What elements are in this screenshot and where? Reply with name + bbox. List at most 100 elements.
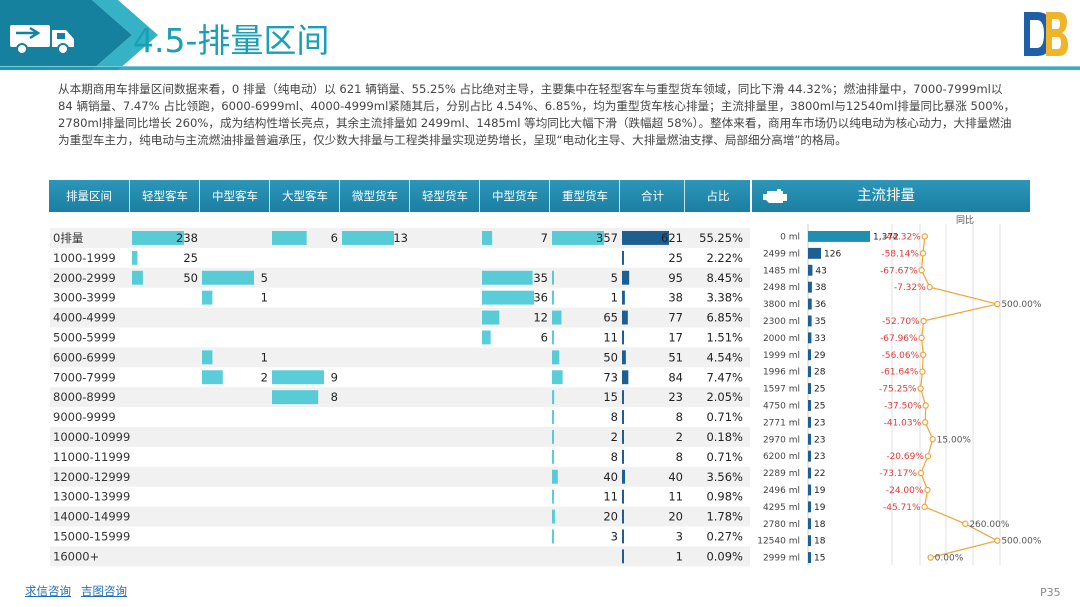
- category-label: 2780 ml: [763, 520, 800, 530]
- table-value: 8: [676, 410, 683, 424]
- share-value: 6.85%: [706, 311, 743, 325]
- yoy-point: [920, 317, 927, 325]
- footer-link-jitu[interactable]: 吉图咨询: [81, 584, 127, 598]
- share-value: 0.98%: [706, 490, 743, 504]
- share-value: 0.09%: [706, 549, 743, 563]
- volume-label: 36: [815, 300, 827, 310]
- yoy-label: -58.14%: [881, 249, 919, 259]
- table-bar: [202, 290, 213, 305]
- table-value: 65: [603, 311, 618, 325]
- volume-bar: [808, 400, 811, 411]
- volume-label: 23: [814, 418, 825, 428]
- table-bar: [552, 449, 554, 464]
- table-bar: [272, 231, 307, 245]
- volume-bar: [808, 349, 811, 361]
- page-title: 4.5-排量区间: [133, 21, 330, 60]
- volume-label: 25: [814, 385, 825, 395]
- th-heavy-truck: 重型货车: [549, 180, 620, 212]
- row-label: 11000-11999: [53, 450, 130, 464]
- volume-label: 29: [814, 351, 826, 361]
- table-value: 8: [331, 390, 338, 404]
- table-value: 11: [603, 490, 618, 504]
- volume-bar: [808, 298, 812, 310]
- yoy-label: -24.00%: [886, 486, 924, 496]
- yoy-label: -41.03%: [884, 418, 922, 428]
- table-value: 3: [611, 529, 618, 543]
- row-label: 10000-10999: [53, 430, 130, 444]
- right-panel-header: 主流排量: [752, 180, 1030, 212]
- page-number: P35: [1040, 586, 1061, 599]
- th-mini-truck: 微型货车: [339, 180, 410, 212]
- category-label: 2289 ml: [763, 469, 800, 479]
- volume-label: 33: [814, 334, 825, 344]
- volume-bar: [808, 416, 811, 428]
- table-value: 238: [176, 231, 198, 245]
- volume-label: 18: [814, 537, 826, 547]
- volume-bar: [808, 484, 811, 496]
- table-bar: [482, 231, 493, 245]
- table-bar: [622, 469, 626, 484]
- table-bar: [552, 350, 560, 365]
- table-value: 40: [603, 470, 618, 484]
- table-value: 357: [596, 231, 618, 245]
- volume-label: 15: [814, 554, 825, 564]
- yoy-point: [924, 486, 931, 494]
- header-banner: [0, 0, 1080, 70]
- table-bar: [622, 549, 624, 564]
- table-value: 1: [261, 291, 268, 305]
- row-label: 1000-1999: [53, 251, 116, 265]
- table-value: 25: [668, 251, 683, 265]
- table-bar: [622, 310, 628, 325]
- volume-label: 18: [814, 520, 826, 530]
- table-bar: [552, 270, 554, 285]
- table-value: 6: [331, 231, 338, 245]
- category-label: 2300 ml: [763, 317, 800, 327]
- table-bar: [622, 489, 624, 504]
- footer-link-qiuxin[interactable]: 求信咨询: [25, 584, 71, 598]
- table-row-bg: [50, 427, 750, 447]
- table-value: 7: [541, 231, 548, 245]
- volume-bar: [808, 535, 811, 547]
- table-bar: [552, 310, 562, 325]
- table-bar: [552, 509, 555, 524]
- table-value: 36: [533, 291, 548, 305]
- share-value: 0.71%: [706, 450, 743, 464]
- volume-label: 28: [814, 368, 826, 378]
- yoy-point: [994, 537, 1001, 544]
- table-bar: [622, 370, 629, 385]
- row-label: 15000-15999: [53, 529, 130, 543]
- table-value: 6: [541, 330, 548, 344]
- yoy-point: [926, 283, 933, 291]
- table-bar: [202, 350, 213, 365]
- yoy-label: -45.71%: [883, 503, 921, 513]
- volume-bar: [808, 433, 811, 445]
- table-bar: [622, 250, 624, 265]
- share-value: 0.71%: [706, 410, 743, 424]
- yoy-label: -67.67%: [880, 266, 918, 276]
- yoy-label: 260.00%: [969, 520, 1009, 530]
- table-value: 50: [183, 271, 198, 285]
- table-bar: [622, 350, 626, 365]
- table-bar: [622, 231, 669, 245]
- summary-text: 从本期商用车排量区间数据来看，0 排量（纯电动）以 621 辆销量、55.25%…: [58, 82, 1016, 147]
- category-label: 4750 ml: [763, 401, 800, 411]
- row-label: 9000-9999: [53, 410, 116, 424]
- table-value: 35: [533, 271, 548, 285]
- yoy-point: [994, 300, 1001, 308]
- category-label: 2970 ml: [763, 435, 800, 445]
- yoy-point: [921, 503, 928, 511]
- table-value: 3: [676, 529, 683, 543]
- row-label: 13000-13999: [53, 490, 130, 504]
- table-row-bg: [50, 387, 750, 408]
- table-bar: [552, 469, 558, 484]
- category-label: 2499 ml: [763, 249, 800, 259]
- table-bar: [552, 529, 554, 544]
- table-bar: [622, 529, 624, 544]
- table-value: 20: [668, 510, 683, 524]
- table-bar: [622, 410, 624, 424]
- share-value: 8.45%: [706, 271, 743, 285]
- category-label: 2496 ml: [763, 486, 800, 496]
- table-bar: [552, 410, 554, 424]
- volume-bar: [808, 247, 821, 259]
